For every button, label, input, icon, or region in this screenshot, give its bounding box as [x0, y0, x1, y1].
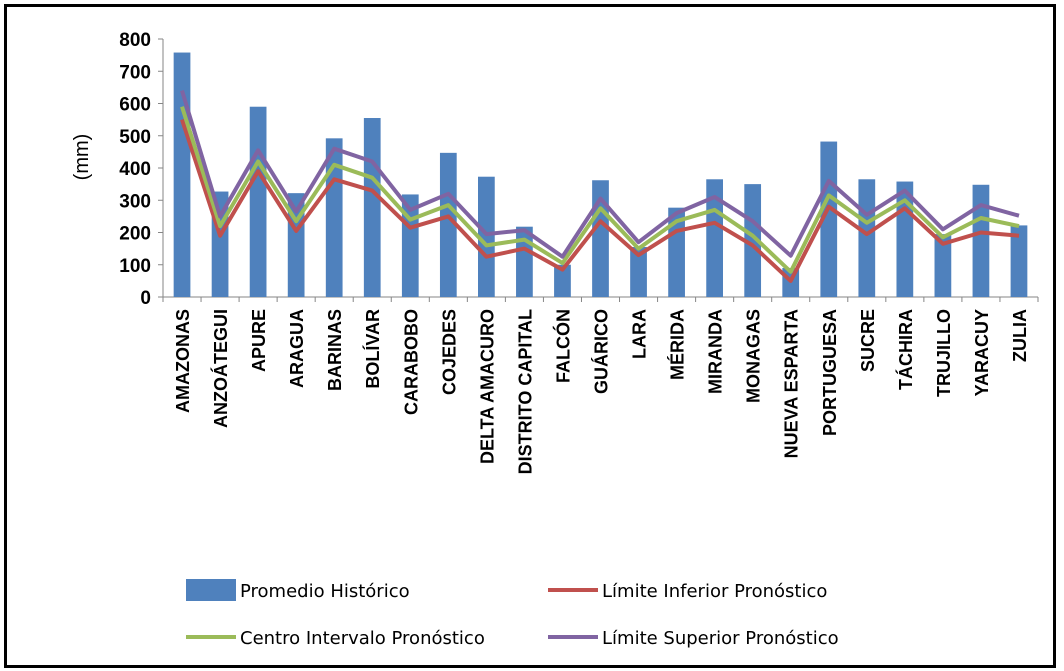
bar [516, 226, 533, 297]
y-tick-label: 0 [140, 288, 151, 309]
bar [287, 193, 305, 297]
legend: Promedio Histórico Límite Inferior Pronós… [186, 579, 839, 649]
category-label: DISTRITO CAPITAL [515, 309, 535, 474]
legend-label: Centro Intervalo Pronóstico [240, 628, 485, 649]
legend-label: Límite Superior Pronóstico [602, 628, 839, 649]
category-label: ARAGUA [287, 309, 307, 388]
category-label: MONAGAS [744, 309, 764, 403]
y-tick-label: 100 [119, 256, 151, 277]
category-label: AMAZONAS [173, 309, 193, 413]
chart-axes: 0 100 200 300 400 500 600 700 800 [119, 30, 1039, 309]
y-tick-label: 200 [119, 224, 151, 245]
bar [744, 184, 762, 297]
category-label: BARINAS [325, 309, 345, 391]
bar [820, 141, 838, 297]
category-label: SUCRE [858, 309, 878, 372]
y-tick-label: 800 [119, 30, 151, 51]
bar [363, 118, 381, 297]
category-label: TRUJILLO [934, 309, 954, 397]
bar [1010, 225, 1028, 297]
bar [478, 176, 495, 297]
bar [972, 184, 990, 297]
category-label: ZULIA [1010, 309, 1030, 362]
category-label: YARACUY [972, 309, 992, 396]
category-label: ANZOÁTEGUI [210, 309, 231, 428]
bar [858, 179, 876, 297]
category-label: LARA [630, 309, 650, 359]
category-label: DELTA AMACURO [477, 309, 497, 464]
y-axis-title: (mm) [71, 134, 93, 181]
category-labels: AMAZONAS ANZOÁTEGUI APURE ARAGUA BARINAS BOLÍ… [173, 309, 1030, 474]
bar [706, 179, 723, 297]
bar [554, 264, 571, 297]
line-series [180, 90, 1020, 283]
bar [439, 152, 457, 297]
category-label: APURE [249, 309, 269, 372]
category-label: PORTUGUESA [820, 309, 840, 436]
bar-series [173, 52, 1028, 297]
bar [934, 234, 952, 297]
bar [249, 106, 267, 297]
y-tick-label: 400 [119, 159, 151, 180]
y-tick-label: 300 [119, 191, 151, 212]
category-label: COJEDES [439, 309, 459, 395]
y-tick-label: 500 [119, 127, 151, 148]
bar [630, 247, 647, 297]
series-line [180, 106, 1020, 274]
category-label: GUÁRICO [591, 309, 612, 394]
category-label: MIRANDA [706, 309, 726, 394]
category-label: MÉRIDA [667, 309, 688, 380]
category-label: TÁCHIRA [895, 309, 916, 390]
legend-swatch [186, 579, 236, 601]
category-label: CARABOBO [401, 309, 421, 415]
category-label: NUEVA ESPARTA [782, 309, 802, 458]
bar [325, 138, 343, 297]
series-line [180, 118, 1020, 283]
series-line [180, 90, 1020, 259]
legend-label: Promedio Histórico [240, 581, 410, 602]
legend-label: Límite Inferior Pronóstico [602, 581, 827, 602]
category-label: FALCÓN [552, 309, 573, 383]
category-label: BOLÍVAR [362, 309, 383, 389]
y-tick-label: 700 [119, 62, 151, 83]
y-tick-label: 600 [119, 95, 151, 116]
bar [173, 52, 191, 297]
bar [592, 180, 609, 297]
